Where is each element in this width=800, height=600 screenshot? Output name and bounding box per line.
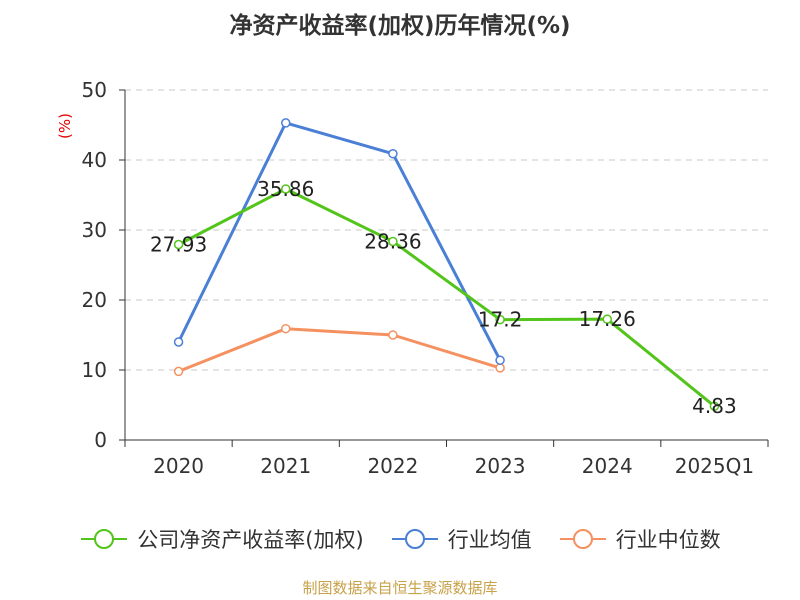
x-tick-label: 2023 (475, 454, 526, 478)
data-label: 27.93 (150, 232, 207, 256)
data-point (495, 314, 505, 325)
y-tick-label: 50 (82, 78, 107, 102)
data-label: 35.86 (257, 177, 314, 201)
y-tick-label: 10 (82, 358, 107, 382)
data-label: 17.26 (579, 307, 636, 331)
data-point (602, 314, 612, 324)
legend-item[interactable]: 行业中位数 (558, 524, 721, 554)
data-point (173, 239, 184, 250)
x-tick-label: 2022 (367, 454, 418, 478)
axes: 0 10 20 30 40 50 2020 2021 2022 2023 2024 2025Q1 (82, 78, 769, 478)
legend-label: 行业中位数 (615, 528, 721, 552)
data-point (281, 184, 291, 194)
x-tick-label: 2025Q1 (675, 454, 754, 478)
data-point (495, 355, 505, 365)
legend-marker-icon (81, 529, 128, 549)
y-tick-label: 20 (82, 288, 107, 312)
legend-item[interactable]: 行业均值 (390, 524, 532, 554)
data-label: 4.83 (692, 394, 737, 418)
data-point (281, 118, 291, 128)
series-line (178, 327, 501, 373)
data-point (709, 401, 720, 411)
series-line (177, 121, 502, 361)
data-point (388, 330, 398, 340)
legend: 公司净资产收益率(加权) 行业均值 行业中位数 (0, 519, 800, 559)
x-tick-label: 2021 (260, 454, 311, 478)
source-note: 制图数据来自恒生聚源数据库 (302, 579, 498, 597)
gridlines (125, 89, 768, 371)
y-tick-label: 40 (82, 148, 107, 172)
data-point (388, 236, 398, 247)
legend-marker-icon (391, 529, 438, 549)
data-point (388, 148, 398, 159)
legend-label: 行业均值 (447, 528, 532, 552)
x-tick-label: 2024 (582, 454, 633, 478)
data-labels: 27.93 35.86 28.36 17.2 17.26 4.83 (150, 177, 737, 418)
data-point (173, 366, 184, 377)
data-label: 28.36 (364, 229, 421, 253)
data-point (281, 323, 291, 334)
legend-label: 公司净资产收益率(加权) (137, 528, 364, 552)
data-point (173, 337, 184, 347)
legend-marker-icon (559, 529, 606, 549)
data-label: 17.2 (478, 308, 523, 332)
y-tick-label: 0 (94, 428, 107, 452)
x-tick-label: 2020 (153, 454, 204, 478)
y-axis-label: (%) (56, 113, 74, 139)
data-point (495, 363, 505, 373)
legend-item[interactable]: 公司净资产收益率(加权) (79, 524, 364, 554)
y-tick-label: 30 (82, 218, 107, 242)
series-lines (173, 118, 720, 411)
series-line (177, 187, 716, 408)
chart-title: 净资产收益率(加权)历年情况(%) (229, 13, 571, 39)
